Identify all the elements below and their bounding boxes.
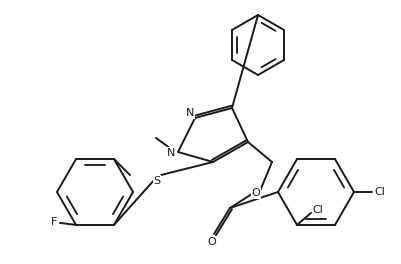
Text: N: N xyxy=(167,148,175,158)
Text: O: O xyxy=(251,188,260,198)
Text: Cl: Cl xyxy=(375,187,385,197)
Text: Cl: Cl xyxy=(312,205,324,215)
Text: F: F xyxy=(51,217,57,227)
Text: N: N xyxy=(186,108,194,118)
Text: O: O xyxy=(208,237,217,247)
Text: S: S xyxy=(154,176,160,186)
